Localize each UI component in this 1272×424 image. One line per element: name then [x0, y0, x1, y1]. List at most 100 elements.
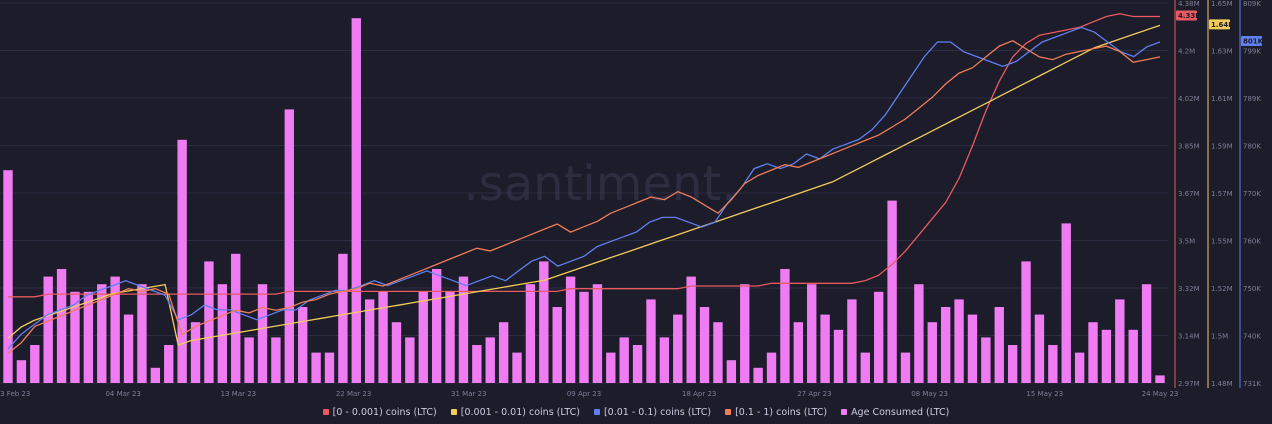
age-consumed-bar: [1021, 261, 1031, 383]
age-consumed-bar: [164, 345, 174, 383]
legend-label: [0.001 - 0.01) coins (LTC): [460, 406, 580, 418]
legend-item-0001-001[interactable]: [0.001 - 0.01) coins (LTC): [450, 404, 580, 420]
age-consumed-bar: [204, 261, 214, 383]
x-tick-label: 23 Feb 23: [0, 390, 30, 398]
age-consumed-bar: [646, 299, 656, 383]
age-consumed-bar: [150, 367, 161, 383]
x-tick-label: 15 May 23: [1026, 390, 1063, 398]
age-consumed-bar: [1115, 299, 1125, 383]
age-consumed-bar: [110, 276, 120, 383]
age-consumed-bar: [552, 307, 562, 383]
axis-tick-label: 740K: [1243, 333, 1261, 341]
axis-tick-label: 799K: [1243, 48, 1261, 56]
axis-tick-label: 4.2M: [1178, 48, 1195, 56]
svg-text:4.33M: 4.33M: [1178, 12, 1202, 20]
axis-tick-label: 3.5M: [1178, 238, 1195, 246]
age-consumed-bar: [418, 291, 428, 383]
age-consumed-bar: [177, 139, 187, 383]
x-tick-label: 13 Mar 23: [221, 390, 256, 398]
age-consumed-bar: [217, 284, 228, 383]
age-consumed-bars: [3, 18, 1165, 384]
age-consumed-bar: [3, 170, 13, 383]
axis-badge-blue: 801K: [1241, 35, 1264, 46]
age-consumed-bar: [753, 367, 763, 383]
legend-item-0-0001[interactable]: [0 - 0.001) coins (LTC): [322, 404, 437, 420]
axis-tick-label: 809K: [1243, 0, 1261, 8]
age-consumed-bar: [338, 253, 348, 383]
x-tick-label: 04 Mar 23: [105, 390, 140, 398]
x-tick-label: 24 May 23: [1142, 390, 1179, 398]
age-consumed-bar: [606, 352, 616, 383]
age-consumed-bar: [592, 284, 603, 383]
axis-tick-label: 4.02M: [1178, 95, 1200, 103]
age-consumed-bar: [860, 352, 870, 383]
axis-tick-label: 1.48M: [1211, 380, 1233, 388]
line-series-001-01: [7, 26, 1161, 350]
axis-tick-label: 1.61M: [1211, 95, 1233, 103]
age-consumed-bar: [659, 337, 670, 383]
age-consumed-bar: [1155, 375, 1165, 383]
axis-tick-label: 1.55M: [1211, 238, 1233, 246]
legend-label: Age Consumed (LTC): [851, 406, 950, 418]
age-consumed-bar: [56, 269, 67, 383]
age-consumed-bar: [1101, 329, 1112, 383]
axis-tick-label: 780K: [1243, 143, 1261, 151]
legend-swatch-icon: [322, 409, 329, 415]
legend-item-001-01[interactable]: [0.01 - 0.1) coins (LTC): [593, 404, 712, 420]
axis-tick-label: 1.57M: [1211, 190, 1233, 198]
x-tick-label: 31 Mar 23: [451, 390, 486, 398]
axis-badge-red: 4.33M: [1176, 10, 1202, 21]
axis-tick-label: 3.85M: [1178, 143, 1200, 151]
age-consumed-bar: [940, 307, 951, 383]
age-consumed-bar: [43, 276, 53, 383]
age-consumed-bar: [1048, 345, 1058, 383]
age-consumed-bar: [123, 314, 134, 383]
legend-item-age-consumed[interactable]: Age Consumed (LTC): [841, 404, 949, 420]
axis-tick-label: 789K: [1243, 95, 1261, 103]
age-consumed-bar: [391, 322, 402, 383]
legend-label: [0.01 - 0.1) coins (LTC): [603, 406, 712, 418]
svg-text:1.64M: 1.64M: [1211, 21, 1235, 29]
x-tick-label: 09 Apr 23: [567, 390, 601, 398]
axis-tick-label: 1.5M: [1211, 333, 1228, 341]
legend-label: [0.1 - 1) coins (LTC): [735, 406, 828, 418]
age-consumed-bar: [231, 253, 241, 383]
age-consumed-bar: [512, 352, 522, 383]
axis-tick-label: 3.32M: [1178, 285, 1200, 293]
axis-tick-label: 4.38M: [1178, 0, 1200, 8]
age-consumed-bar: [900, 352, 911, 383]
age-consumed-bar: [190, 322, 201, 383]
age-consumed-bar: [137, 284, 147, 383]
age-consumed-bar: [927, 322, 937, 383]
axis-tick-label: 1.63M: [1211, 48, 1233, 56]
age-consumed-bar: [686, 276, 696, 383]
age-consumed-bar: [833, 329, 844, 383]
legend-item-01-1[interactable]: [0.1 - 1) coins (LTC): [725, 404, 827, 420]
age-consumed-bar: [445, 291, 455, 383]
age-consumed-bar: [458, 276, 469, 383]
age-consumed-bar: [311, 352, 321, 383]
age-consumed-bar: [70, 291, 80, 383]
axis-tick-label: 1.65M: [1211, 0, 1233, 8]
axis-tick-label: 770K: [1243, 190, 1261, 198]
age-consumed-bar: [713, 322, 723, 383]
age-consumed-bar: [726, 360, 737, 383]
age-consumed-bar: [405, 337, 415, 383]
age-consumed-bar: [793, 322, 804, 383]
age-consumed-bar: [847, 299, 857, 383]
age-consumed-bar: [97, 284, 107, 383]
legend: [0 - 0.001) coins (LTC) [0.001 - 0.01) c…: [0, 404, 1272, 420]
age-consumed-bar: [967, 314, 978, 383]
axis-badge-yellow: 1.64M: [1209, 19, 1235, 30]
x-tick-label: 27 Apr 23: [797, 390, 831, 398]
age-consumed-bar: [525, 284, 536, 383]
line-series-0001-001: [7, 24, 1161, 346]
age-consumed-bar: [994, 307, 1004, 383]
age-consumed-bar: [1074, 352, 1085, 383]
age-consumed-bar: [431, 269, 442, 383]
legend-swatch-icon: [841, 409, 848, 415]
age-consumed-bar: [874, 291, 884, 383]
age-consumed-bar: [887, 200, 897, 383]
axis-tick-label: 760K: [1243, 238, 1261, 246]
